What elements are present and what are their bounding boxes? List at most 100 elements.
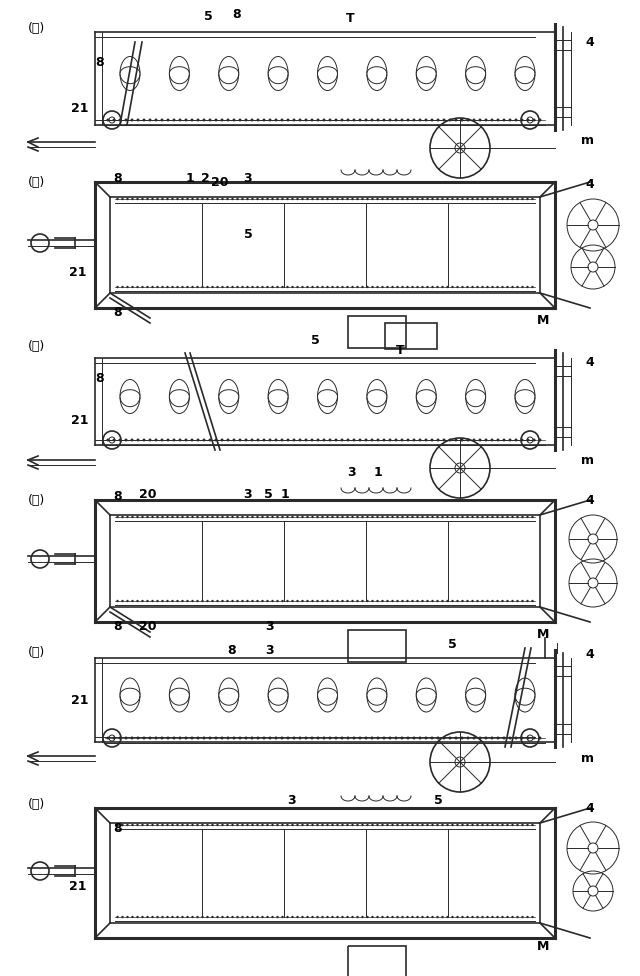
Circle shape	[538, 438, 541, 441]
Circle shape	[351, 286, 354, 288]
Circle shape	[202, 600, 204, 602]
Circle shape	[472, 438, 476, 441]
Circle shape	[307, 915, 308, 918]
Circle shape	[148, 737, 152, 740]
Text: 4: 4	[586, 179, 595, 191]
Circle shape	[261, 286, 264, 288]
Circle shape	[362, 286, 364, 288]
Circle shape	[291, 515, 294, 518]
Circle shape	[227, 198, 228, 200]
Circle shape	[394, 737, 397, 740]
Circle shape	[336, 198, 339, 200]
Circle shape	[184, 737, 188, 740]
Circle shape	[431, 198, 434, 200]
Circle shape	[257, 438, 259, 441]
Text: 21: 21	[71, 414, 89, 427]
Circle shape	[461, 118, 463, 121]
Circle shape	[471, 515, 474, 518]
Circle shape	[116, 600, 118, 602]
Circle shape	[156, 915, 159, 918]
Circle shape	[436, 824, 438, 827]
Circle shape	[286, 824, 289, 827]
Circle shape	[336, 824, 339, 827]
Circle shape	[301, 198, 304, 200]
Circle shape	[147, 600, 148, 602]
Circle shape	[326, 198, 329, 200]
Circle shape	[244, 438, 248, 441]
Circle shape	[413, 438, 415, 441]
Circle shape	[421, 515, 424, 518]
Circle shape	[431, 286, 434, 288]
Circle shape	[148, 438, 152, 441]
Circle shape	[287, 438, 289, 441]
Circle shape	[291, 198, 294, 200]
Circle shape	[424, 118, 428, 121]
Circle shape	[232, 737, 236, 740]
Circle shape	[131, 515, 134, 518]
Circle shape	[184, 118, 188, 121]
Circle shape	[365, 438, 367, 441]
Text: (イ): (イ)	[28, 22, 45, 35]
Circle shape	[436, 198, 438, 200]
Circle shape	[461, 824, 464, 827]
Circle shape	[261, 515, 264, 518]
Circle shape	[156, 824, 159, 827]
Circle shape	[506, 515, 509, 518]
Circle shape	[236, 286, 239, 288]
Circle shape	[296, 824, 299, 827]
Circle shape	[501, 600, 504, 602]
Circle shape	[161, 118, 163, 121]
Circle shape	[282, 515, 284, 518]
Circle shape	[282, 198, 284, 200]
Circle shape	[310, 737, 314, 740]
Circle shape	[147, 824, 148, 827]
Circle shape	[412, 915, 413, 918]
Circle shape	[231, 915, 234, 918]
Circle shape	[271, 198, 274, 200]
Circle shape	[266, 600, 269, 602]
Circle shape	[275, 438, 278, 441]
Circle shape	[126, 515, 129, 518]
Circle shape	[206, 198, 209, 200]
Circle shape	[406, 600, 409, 602]
Circle shape	[271, 824, 274, 827]
Circle shape	[209, 737, 211, 740]
Circle shape	[286, 198, 289, 200]
Circle shape	[419, 737, 422, 740]
Circle shape	[118, 118, 122, 121]
Circle shape	[516, 198, 518, 200]
Circle shape	[131, 118, 134, 121]
Circle shape	[191, 600, 194, 602]
Circle shape	[227, 600, 228, 602]
Circle shape	[527, 737, 529, 740]
Circle shape	[436, 600, 438, 602]
Circle shape	[421, 198, 424, 200]
Circle shape	[141, 915, 144, 918]
Circle shape	[143, 118, 145, 121]
Circle shape	[206, 600, 209, 602]
Circle shape	[181, 286, 184, 288]
Circle shape	[371, 824, 374, 827]
Circle shape	[406, 737, 410, 740]
Circle shape	[520, 118, 524, 121]
Circle shape	[449, 737, 451, 740]
Circle shape	[516, 515, 518, 518]
Circle shape	[321, 515, 324, 518]
Circle shape	[387, 515, 388, 518]
Circle shape	[527, 118, 529, 121]
Circle shape	[166, 286, 169, 288]
Circle shape	[202, 515, 204, 518]
Circle shape	[310, 118, 314, 121]
Circle shape	[236, 824, 239, 827]
Circle shape	[116, 824, 118, 827]
Circle shape	[241, 198, 244, 200]
Circle shape	[286, 286, 289, 288]
Circle shape	[346, 515, 349, 518]
Circle shape	[136, 286, 139, 288]
Circle shape	[451, 515, 454, 518]
Circle shape	[154, 737, 157, 740]
Circle shape	[511, 600, 514, 602]
Circle shape	[358, 737, 362, 740]
Circle shape	[456, 600, 459, 602]
Circle shape	[381, 286, 384, 288]
